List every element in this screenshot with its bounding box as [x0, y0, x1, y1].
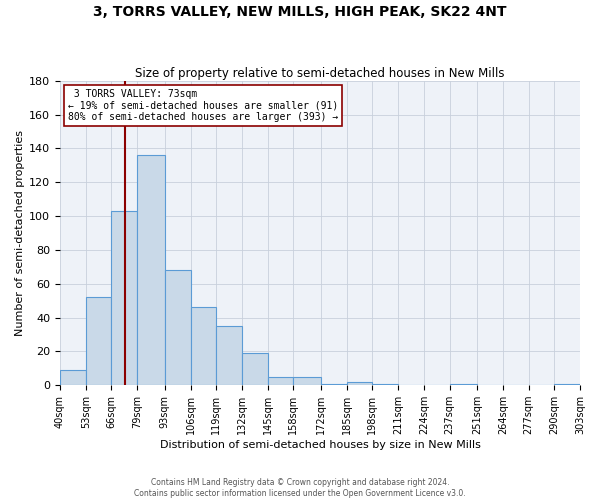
Text: 3 TORRS VALLEY: 73sqm
← 19% of semi-detached houses are smaller (91)
80% of semi: 3 TORRS VALLEY: 73sqm ← 19% of semi-deta… — [68, 89, 338, 122]
Bar — [216, 326, 242, 385]
Text: 3, TORRS VALLEY, NEW MILLS, HIGH PEAK, SK22 4NT: 3, TORRS VALLEY, NEW MILLS, HIGH PEAK, S… — [93, 5, 507, 19]
Bar — [293, 377, 321, 385]
X-axis label: Distribution of semi-detached houses by size in New Mills: Distribution of semi-detached houses by … — [160, 440, 481, 450]
Bar — [60, 370, 86, 385]
Bar — [321, 384, 347, 385]
Bar — [242, 353, 268, 385]
Bar — [112, 211, 137, 385]
Bar — [191, 308, 216, 385]
Bar — [268, 377, 293, 385]
Bar — [165, 270, 191, 385]
Bar — [554, 384, 580, 385]
Bar — [449, 384, 477, 385]
Y-axis label: Number of semi-detached properties: Number of semi-detached properties — [15, 130, 25, 336]
Bar — [373, 384, 398, 385]
Bar — [347, 382, 373, 385]
Bar — [137, 155, 165, 385]
Text: Contains HM Land Registry data © Crown copyright and database right 2024.
Contai: Contains HM Land Registry data © Crown c… — [134, 478, 466, 498]
Title: Size of property relative to semi-detached houses in New Mills: Size of property relative to semi-detach… — [135, 66, 505, 80]
Bar — [86, 297, 112, 385]
